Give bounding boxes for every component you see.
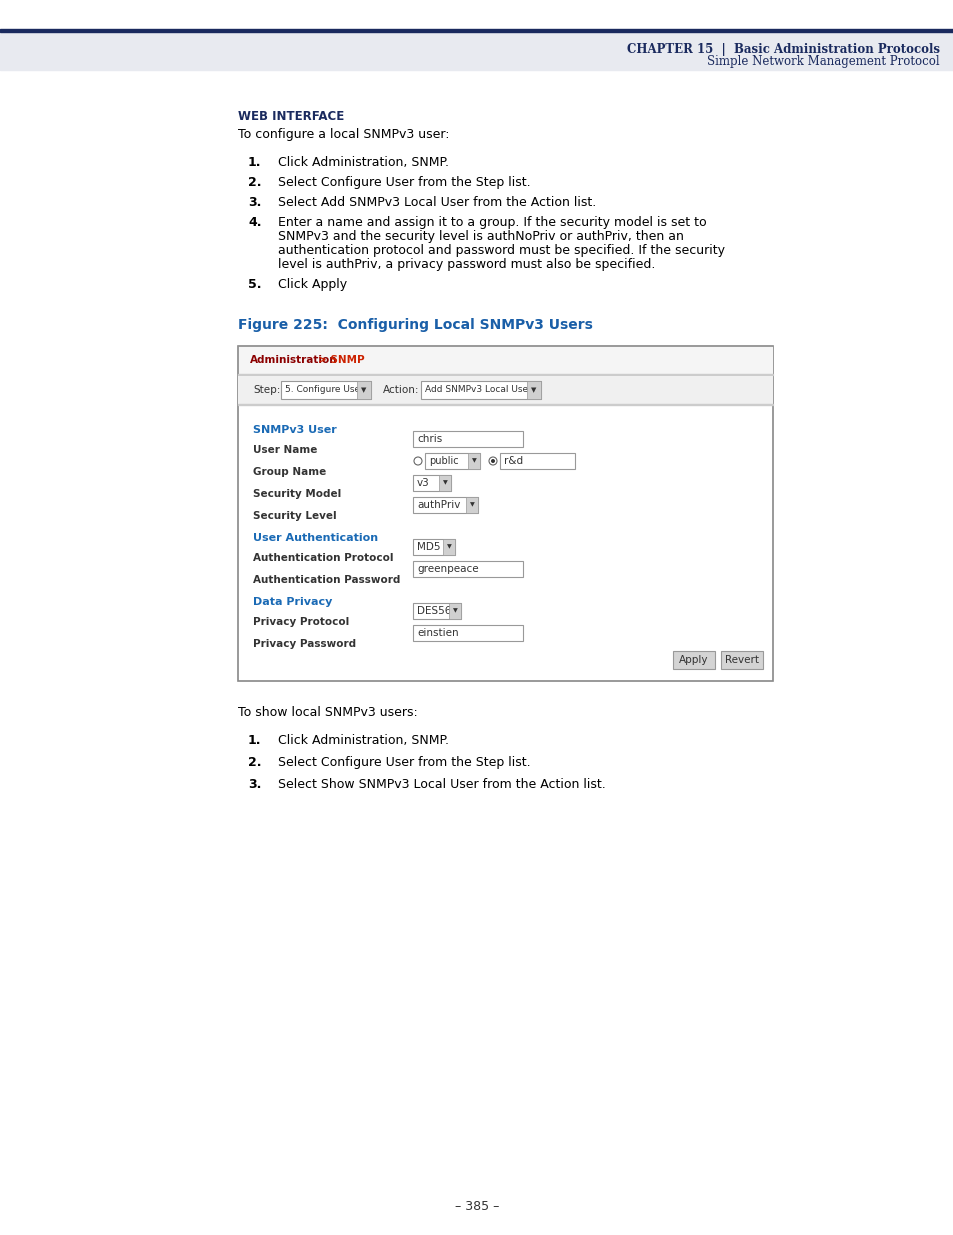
Text: Data Privacy: Data Privacy (253, 597, 332, 606)
Text: 1.: 1. (248, 734, 261, 747)
Text: chris: chris (416, 433, 442, 445)
Bar (0, 30, 953, 70)
Text: greenpeace: greenpeace (416, 564, 478, 574)
Text: 3.: 3. (248, 196, 261, 209)
Bar (0, 28, 953, 32)
Text: ▼: ▼ (471, 458, 476, 463)
Text: 2.: 2. (248, 177, 261, 189)
Text: v3: v3 (416, 478, 429, 488)
Bar (449, 603, 460, 619)
Bar (413, 496, 477, 513)
Text: level is authPriv, a privacy password must also be specified.: level is authPriv, a privacy password mu… (277, 258, 655, 270)
Text: Security Model: Security Model (253, 489, 341, 499)
Text: 2.: 2. (248, 756, 261, 769)
Text: Click Administration, SNMP.: Click Administration, SNMP. (277, 734, 449, 747)
Text: Authentication Password: Authentication Password (253, 576, 400, 585)
Bar (281, 382, 371, 399)
Bar (237, 375, 772, 404)
Text: authentication protocol and password must be specified. If the security: authentication protocol and password mus… (277, 245, 724, 257)
Bar (438, 475, 451, 492)
Bar (413, 561, 522, 577)
Text: Security Level: Security Level (253, 511, 336, 521)
Text: MD5: MD5 (416, 542, 440, 552)
Bar (468, 453, 479, 469)
Bar (499, 453, 575, 469)
Text: Simple Network Management Protocol: Simple Network Management Protocol (706, 56, 939, 68)
Bar (237, 346, 772, 374)
Text: ▼: ▼ (442, 480, 447, 485)
Text: Authentication Protocol: Authentication Protocol (253, 553, 393, 563)
Bar (413, 475, 451, 492)
Text: CHAPTER 15  |  Basic Administration Protocols: CHAPTER 15 | Basic Administration Protoc… (626, 43, 939, 57)
Text: > SNMP: > SNMP (317, 354, 364, 366)
Text: 4.: 4. (248, 216, 261, 228)
Text: User Authentication: User Authentication (253, 534, 377, 543)
Text: WEB INTERFACE: WEB INTERFACE (237, 110, 344, 124)
Text: Enter a name and assign it to a group. If the security model is set to: Enter a name and assign it to a group. I… (277, 216, 706, 228)
Text: To configure a local SNMPv3 user:: To configure a local SNMPv3 user: (237, 128, 449, 141)
Text: Select Add SNMPv3 Local User from the Action list.: Select Add SNMPv3 Local User from the Ac… (277, 196, 596, 209)
Text: public: public (429, 456, 458, 466)
Text: 5.: 5. (248, 278, 261, 291)
Bar (413, 431, 522, 447)
Text: Select Configure User from the Step list.: Select Configure User from the Step list… (277, 177, 530, 189)
Text: DES56: DES56 (416, 606, 451, 616)
Bar (465, 496, 477, 513)
Text: ▼: ▼ (361, 387, 366, 393)
Text: – 385 –: – 385 – (455, 1200, 498, 1214)
Text: authPriv: authPriv (416, 500, 460, 510)
Text: To show local SNMPv3 users:: To show local SNMPv3 users: (237, 706, 417, 719)
Text: Add SNMPv3 Local User: Add SNMPv3 Local User (424, 385, 532, 394)
Bar (672, 651, 714, 669)
Bar (424, 453, 479, 469)
Text: Apply: Apply (679, 655, 708, 664)
Text: 1.: 1. (248, 156, 261, 169)
Text: Group Name: Group Name (253, 467, 326, 477)
Text: Step:: Step: (253, 385, 280, 395)
Bar (720, 651, 762, 669)
Bar (413, 538, 455, 555)
Text: ▼: ▼ (452, 609, 456, 614)
Text: Action:: Action: (382, 385, 419, 395)
Text: Select Show SNMPv3 Local User from the Action list.: Select Show SNMPv3 Local User from the A… (277, 778, 605, 790)
Text: r&d: r&d (503, 456, 522, 466)
Bar (413, 625, 522, 641)
Bar (413, 603, 460, 619)
Bar (420, 382, 540, 399)
Text: ▼: ▼ (446, 545, 451, 550)
Circle shape (491, 459, 495, 463)
Text: Click Administration, SNMP.: Click Administration, SNMP. (277, 156, 449, 169)
Text: Privacy Password: Privacy Password (253, 638, 355, 650)
Text: ▼: ▼ (469, 503, 474, 508)
Text: Select Configure User from the Step list.: Select Configure User from the Step list… (277, 756, 530, 769)
Text: User Name: User Name (253, 445, 317, 454)
Text: SNMPv3 and the security level is authNoPriv or authPriv, then an: SNMPv3 and the security level is authNoP… (277, 230, 683, 243)
Text: 5. Configure User: 5. Configure User (285, 385, 363, 394)
Text: Administration: Administration (250, 354, 337, 366)
Bar (0, 0, 953, 30)
Text: Revert: Revert (724, 655, 759, 664)
Text: ▼: ▼ (531, 387, 537, 393)
Bar (356, 382, 371, 399)
Text: 3.: 3. (248, 778, 261, 790)
Bar (237, 346, 772, 680)
Bar (526, 382, 540, 399)
Text: einstien: einstien (416, 629, 458, 638)
Text: Click Apply: Click Apply (277, 278, 347, 291)
Bar (442, 538, 455, 555)
Text: SNMPv3 User: SNMPv3 User (253, 425, 336, 435)
Text: Figure 225:  Configuring Local SNMPv3 Users: Figure 225: Configuring Local SNMPv3 Use… (237, 317, 592, 332)
Text: Privacy Protocol: Privacy Protocol (253, 618, 349, 627)
